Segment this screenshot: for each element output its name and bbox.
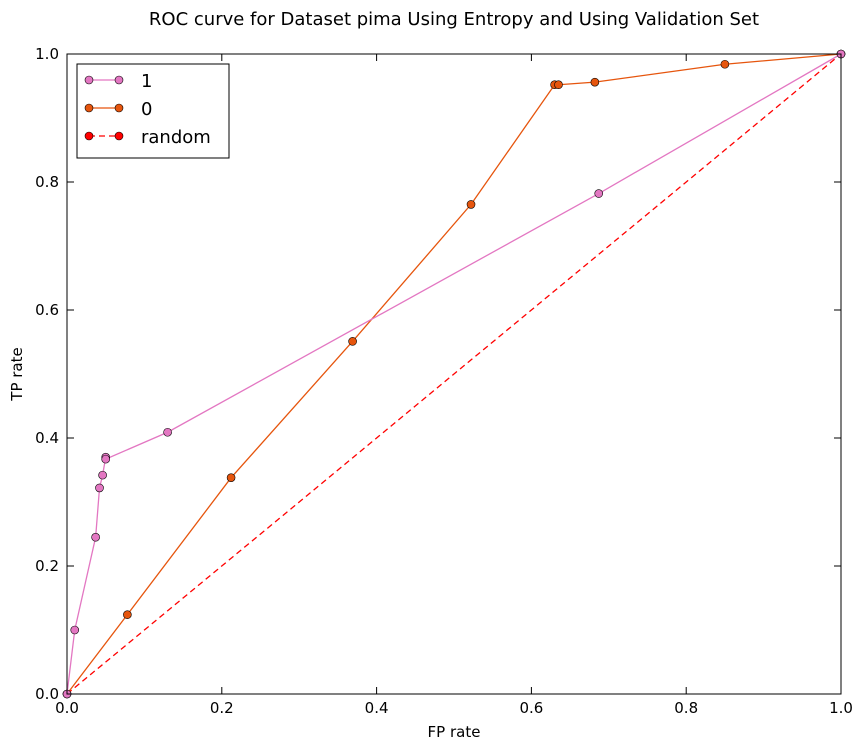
ticks-layer: 0.0 0.2 0.4 0.6 0.8 1.0 0.0 0.2 0.4 0.6 0.8 1.0 — [35, 45, 853, 717]
legend-label-1: 1 — [141, 71, 152, 92]
legend: 1 0 random — [76, 63, 230, 159]
legend-marker-0 — [84, 103, 94, 113]
data-point-0-1 — [123, 610, 132, 619]
x-tick-label: 0.6 — [519, 699, 543, 717]
series-line-1 — [66, 53, 842, 695]
data-point-0-3 — [348, 337, 357, 346]
x-axis-label: FP rate — [428, 723, 481, 741]
data-point-1-8 — [594, 189, 604, 198]
series-line-0 — [66, 53, 842, 695]
y-axis-label: TP rate — [8, 347, 26, 401]
plot-layer — [62, 49, 846, 699]
data-point-1-3 — [95, 483, 104, 493]
x-tick-label: 0.2 — [210, 699, 234, 717]
y-tick-label: 0.2 — [35, 557, 59, 575]
x-tick-label: 0.8 — [674, 699, 698, 717]
y-tick-label: 0.4 — [35, 429, 59, 447]
data-point-0-4 — [466, 200, 476, 209]
x-tick-label: 0.0 — [55, 699, 79, 717]
data-point-0-6 — [554, 80, 563, 90]
legend-label-random: random — [141, 127, 211, 148]
plot-frame — [66, 53, 842, 695]
legend-marker-0 — [114, 103, 124, 113]
data-point-1-1 — [70, 625, 80, 635]
legend-marker-random — [114, 131, 124, 141]
y-tick-label: 1.0 — [35, 45, 59, 63]
chart-title: ROC curve for Dataset pima Using Entropy… — [149, 9, 759, 30]
x-tick-label: 0.4 — [365, 699, 389, 717]
x-tick-label: 1.0 — [829, 699, 853, 717]
data-point-1-7 — [163, 427, 172, 437]
series-line-random — [66, 53, 842, 695]
data-point-0-2 — [226, 473, 236, 482]
legend-marker-random — [84, 131, 94, 141]
data-point-1-2 — [91, 532, 100, 542]
data-point-0-8 — [720, 59, 730, 69]
legend-label-0: 0 — [141, 99, 152, 120]
y-tick-label: 0.8 — [35, 173, 59, 191]
legend-marker-1 — [114, 75, 124, 85]
legend-marker-1 — [84, 75, 94, 85]
y-tick-label: 0.0 — [35, 685, 59, 703]
data-point-0-7 — [590, 77, 600, 87]
data-point-1-4 — [98, 470, 107, 480]
y-tick-label: 0.6 — [35, 301, 59, 319]
data-point-1-6 — [101, 454, 110, 464]
